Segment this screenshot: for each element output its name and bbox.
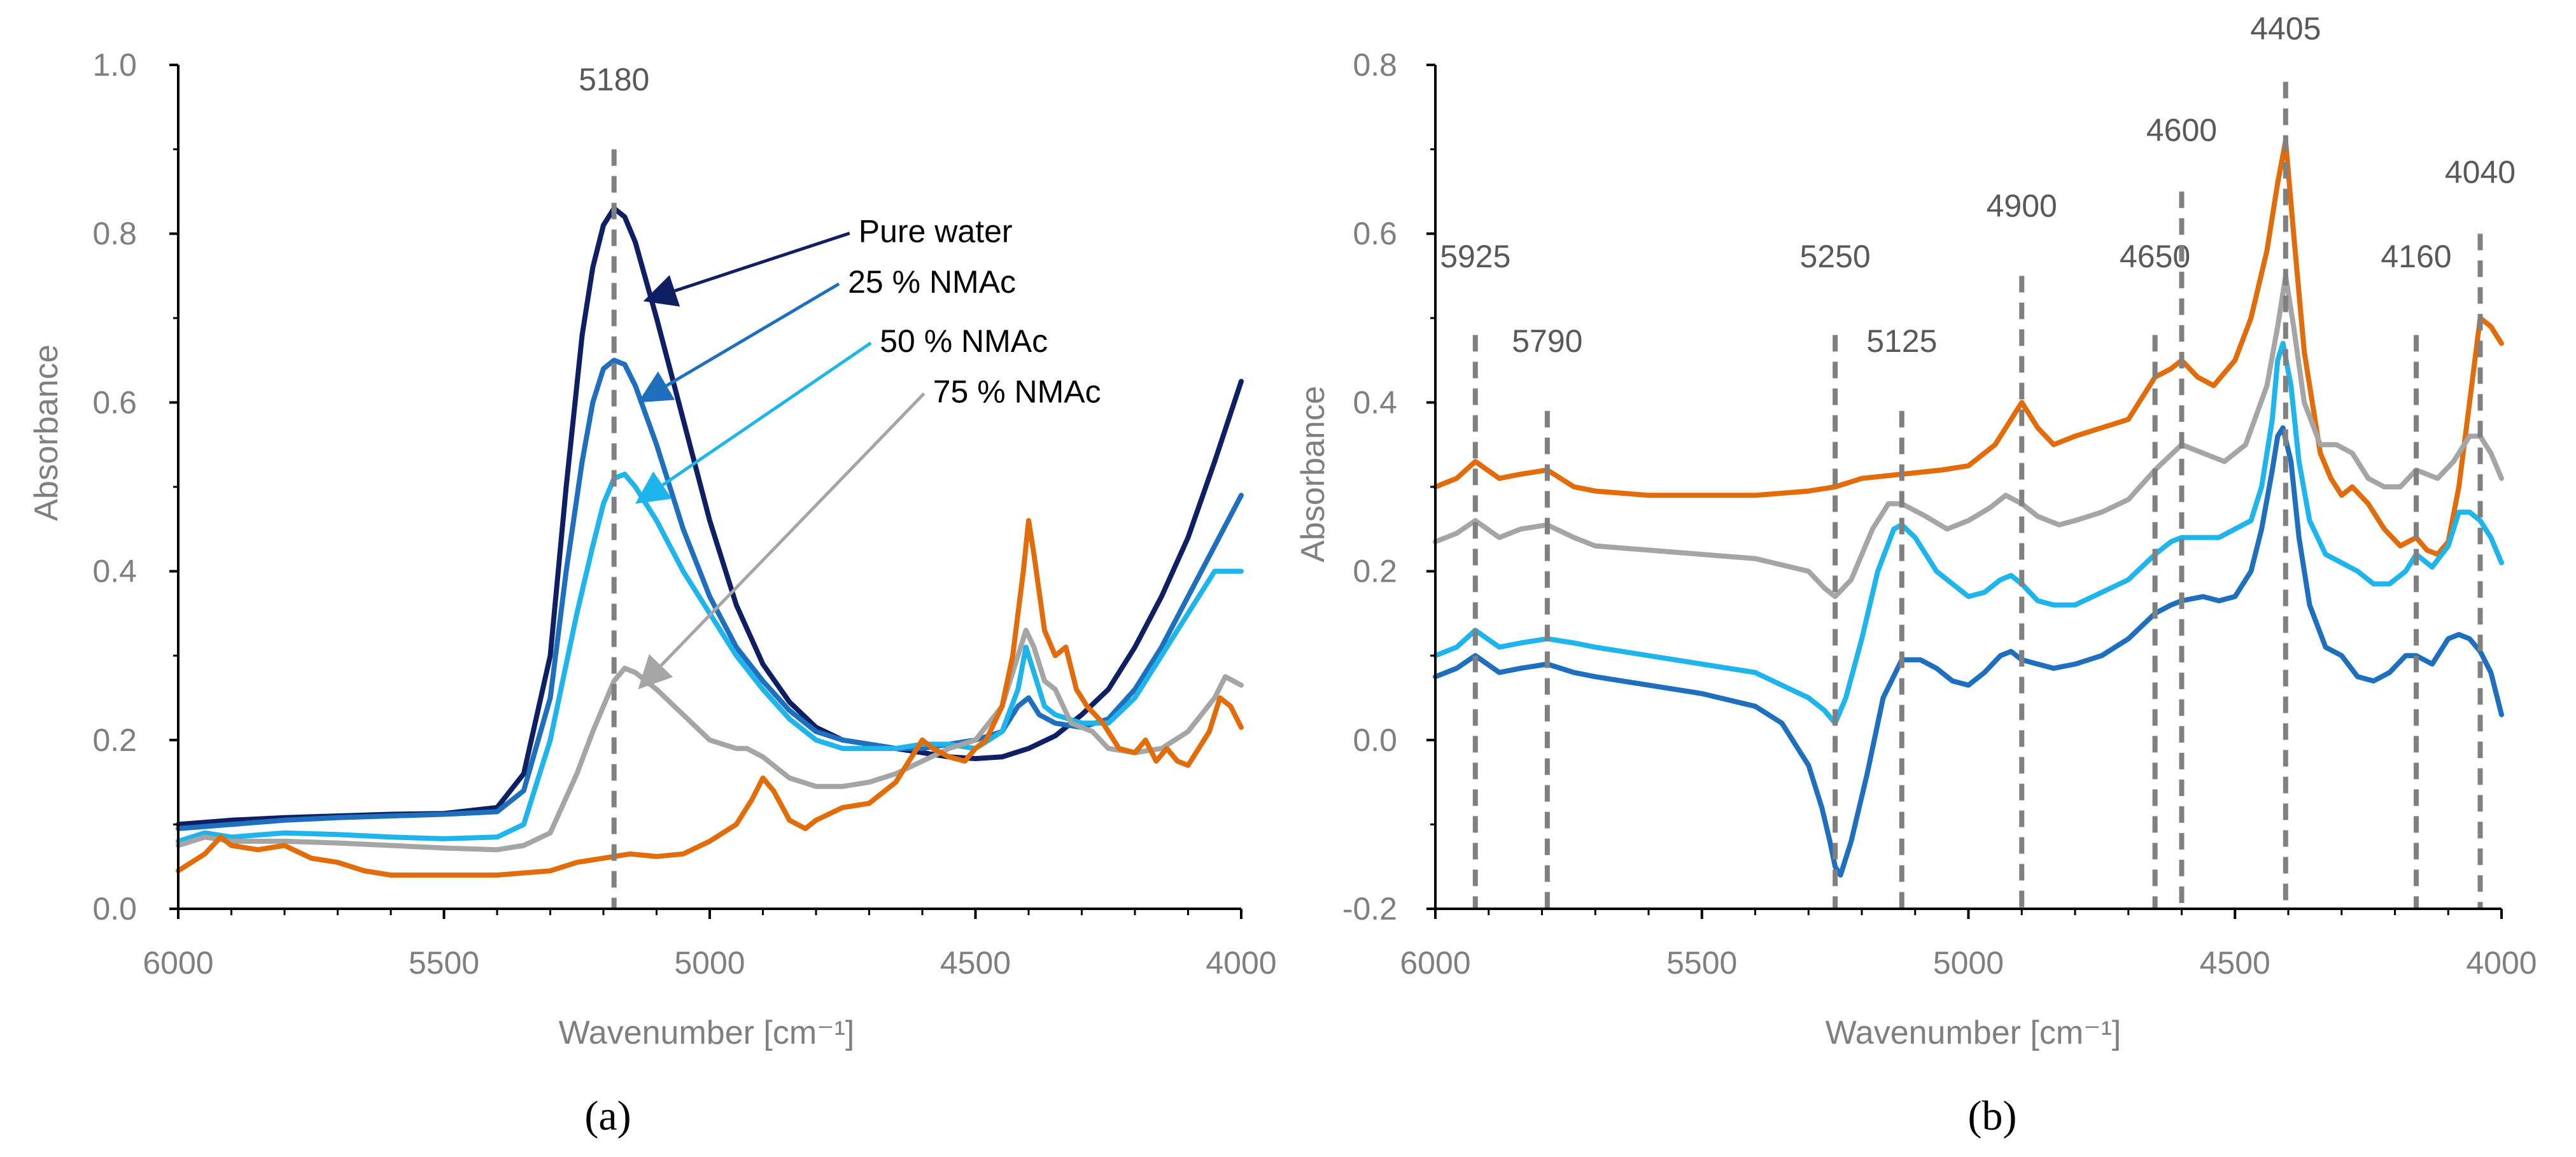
y-tick-label: 0.8 bbox=[1353, 47, 1397, 83]
series-line-b-orange bbox=[1433, 138, 2504, 557]
series-line-b-75-nmac bbox=[1433, 273, 2504, 600]
reference-line-label-5180: 5180 bbox=[579, 62, 649, 97]
panel-a-x-axis-label: Wavenumber [cm⁻¹] bbox=[559, 1014, 855, 1051]
y-tick-label: 0.4 bbox=[1353, 384, 1397, 420]
reference-line-label-4405: 4405 bbox=[2250, 11, 2321, 46]
panel-a-annotations: Pure water 25 % NMAc 50 % NMAc 75 % NMAc bbox=[635, 213, 1101, 690]
series-line-a-75-nmac bbox=[176, 628, 1244, 853]
annotation-pure-water: Pure water bbox=[859, 213, 1013, 249]
x-tick-label: 4500 bbox=[940, 945, 1011, 981]
x-tick-label: 5000 bbox=[674, 945, 745, 981]
panel-a: 5180 Pure water 25 % NMAc 50 % NMAc 75 % NM… bbox=[28, 47, 1277, 1051]
y-tick-label: -0.2 bbox=[1342, 891, 1397, 927]
x-tick-label: 5500 bbox=[1666, 945, 1737, 981]
y-tick-label: 0.6 bbox=[1353, 216, 1397, 251]
panel-b-axes: -0.2 0.0 0.2 0.4 0.6 0.8 6000 5500 5000 4500 4000 bbox=[1342, 47, 2537, 981]
reference-line-label-5125: 5125 bbox=[1866, 323, 1937, 359]
reference-line-label-4900: 4900 bbox=[1987, 188, 2057, 224]
panel-b-y-axis-label: Absorbance bbox=[1295, 386, 1332, 563]
x-tick-label: 4500 bbox=[2200, 945, 2270, 981]
reference-line-label-5790: 5790 bbox=[1512, 323, 1582, 359]
annotation-75-nmac: 75 % NMAc bbox=[933, 374, 1101, 409]
panel-b-x-axis-label: Wavenumber [cm⁻¹] bbox=[1826, 1014, 2122, 1051]
arrowhead-50-nmac bbox=[635, 471, 672, 504]
x-tick-label: 4000 bbox=[1206, 945, 1276, 981]
series-line-b-25-nmac bbox=[1433, 425, 2504, 878]
series-line-a-50-nmac bbox=[176, 472, 1244, 844]
y-tick-label: 1.0 bbox=[92, 47, 137, 83]
reference-line-label-4040: 4040 bbox=[2445, 155, 2516, 190]
y-tick-label: 0.0 bbox=[92, 891, 137, 927]
arrow-75-nmac bbox=[659, 392, 926, 667]
reference-line-label-4160: 4160 bbox=[2381, 239, 2451, 274]
panel-b-caption: (b) bbox=[1968, 1093, 2017, 1139]
arrow-50-nmac bbox=[661, 341, 872, 487]
arrow-25-nmac bbox=[665, 282, 840, 388]
y-tick-label: 0.2 bbox=[92, 722, 137, 758]
y-tick-label: 0.2 bbox=[1353, 554, 1397, 589]
x-tick-label: 6000 bbox=[143, 945, 213, 981]
series-line-a-25-nmac bbox=[176, 358, 1244, 831]
annotation-50-nmac: 50 % NMAc bbox=[880, 323, 1048, 359]
panel-a-axes: 0.0 0.2 0.4 0.6 0.8 1.0 6000 5500 5000 4500 4000 bbox=[92, 47, 1276, 981]
series-line-a-pure-water bbox=[176, 206, 1244, 827]
reference-line-label-4650: 4650 bbox=[2120, 239, 2190, 274]
x-tick-label: 6000 bbox=[1400, 945, 1470, 981]
panel-b-series bbox=[1433, 138, 2504, 878]
y-tick-label: 0.6 bbox=[92, 384, 137, 420]
x-tick-label: 5500 bbox=[409, 945, 479, 981]
reference-line-label-5250: 5250 bbox=[1800, 239, 1871, 274]
arrowhead-pure-water bbox=[643, 275, 680, 307]
panel-a-y-axis-label: Absorbance bbox=[28, 344, 65, 521]
arrowhead-75-nmac bbox=[638, 654, 673, 690]
panel-b: 5925 5790 5250 5125 4900 4650 4600 4405 4160 4040… bbox=[1295, 11, 2537, 1051]
panel-a-series bbox=[176, 206, 1244, 878]
reference-line-label-5925: 5925 bbox=[1440, 239, 1510, 274]
panel-b-reference-lines: 5925 5790 5250 5125 4900 4650 4600 4405 4160 4040 bbox=[1440, 11, 2516, 909]
arrowhead-25-nmac bbox=[638, 371, 675, 403]
series-line-a-orange bbox=[176, 518, 1244, 878]
panel-a-reference-lines: 5180 bbox=[579, 62, 649, 909]
x-tick-label: 4000 bbox=[2466, 945, 2537, 981]
arrow-pure-water bbox=[674, 232, 850, 293]
y-tick-label: 0.0 bbox=[1353, 722, 1397, 758]
series-line-b-50-nmac bbox=[1433, 340, 2504, 726]
y-tick-label: 0.8 bbox=[92, 216, 137, 251]
annotation-25-nmac: 25 % NMAc bbox=[848, 264, 1016, 300]
x-tick-label: 5000 bbox=[1933, 945, 2004, 981]
panel-a-caption: (a) bbox=[584, 1093, 631, 1139]
y-tick-label: 0.4 bbox=[92, 554, 137, 589]
reference-line-label-4600: 4600 bbox=[2146, 112, 2217, 148]
